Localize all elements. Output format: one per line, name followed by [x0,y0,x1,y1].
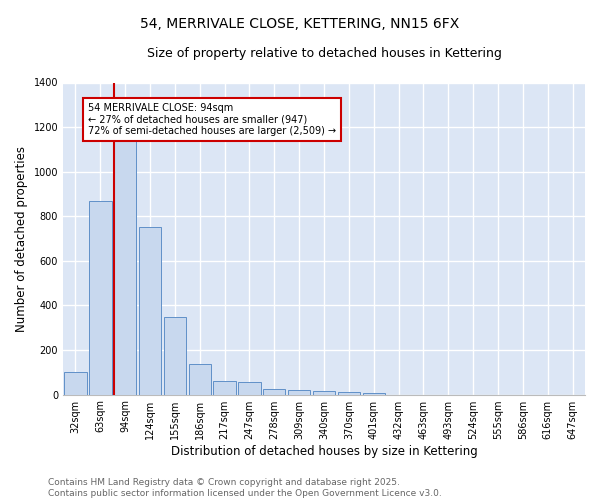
Bar [164,316,186,394]
Bar [89,200,112,394]
Text: Contains HM Land Registry data © Crown copyright and database right 2025.
Contai: Contains HM Land Registry data © Crown c… [48,478,442,498]
Bar [139,228,161,394]
Bar [338,392,360,394]
Bar [238,382,260,394]
Text: 54, MERRIVALE CLOSE, KETTERING, NN15 6FX: 54, MERRIVALE CLOSE, KETTERING, NN15 6FX [140,18,460,32]
Bar [64,372,86,394]
Title: Size of property relative to detached houses in Kettering: Size of property relative to detached ho… [146,48,502,60]
Bar [288,390,310,394]
Bar [263,389,286,394]
Bar [188,364,211,394]
Y-axis label: Number of detached properties: Number of detached properties [15,146,28,332]
Bar [214,381,236,394]
Bar [114,112,136,395]
Bar [313,391,335,394]
Text: 54 MERRIVALE CLOSE: 94sqm
← 27% of detached houses are smaller (947)
72% of semi: 54 MERRIVALE CLOSE: 94sqm ← 27% of detac… [88,102,336,136]
X-axis label: Distribution of detached houses by size in Kettering: Distribution of detached houses by size … [170,444,478,458]
